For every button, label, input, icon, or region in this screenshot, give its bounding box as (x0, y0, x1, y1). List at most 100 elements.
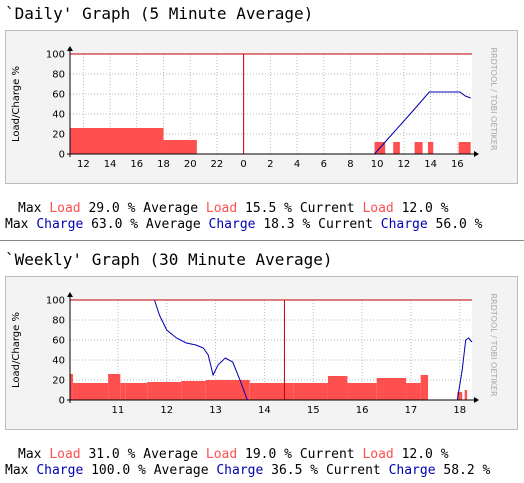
bar (393, 142, 400, 154)
series-name: Load (362, 447, 393, 462)
x-tick-label: 13 (209, 405, 222, 416)
stat-label: Max (18, 447, 42, 462)
x-tick-label: 0 (240, 159, 246, 170)
y-tick-label: 20 (52, 376, 65, 387)
series-name: Charge (209, 217, 256, 232)
stat-label: Max (18, 201, 42, 216)
x-tick-label: 14 (258, 405, 271, 416)
y-arrow (67, 292, 73, 297)
y-tick-label: 100 (46, 50, 65, 61)
bar (464, 390, 468, 400)
bar (249, 383, 294, 400)
bar (70, 374, 73, 400)
series-name: Load (362, 201, 393, 216)
bar (120, 383, 126, 400)
series-name: Load (206, 201, 237, 216)
stat-value: 58.2 % (443, 463, 490, 478)
series-name: Load (206, 447, 237, 462)
stat-label: Average (143, 447, 198, 462)
x-arrow (474, 397, 479, 403)
y-tick-label: 40 (52, 356, 65, 367)
series-name: Charge (216, 463, 263, 478)
x-tick-label: 18 (453, 405, 466, 416)
stat-value: 31.0 % (88, 447, 135, 462)
stat-value: 18.3 % (263, 217, 310, 232)
bar (72, 383, 109, 400)
stat-label: Average (143, 201, 198, 216)
y-tick-label: 40 (52, 110, 65, 121)
stat-label: Current (300, 447, 355, 462)
y-tick-label: 0 (59, 150, 65, 161)
stat-value: 56.0 % (436, 217, 483, 232)
line (374, 91, 471, 155)
x-tick-label: 16 (451, 159, 464, 170)
bar (427, 142, 434, 154)
y-axis-label: Load/Charge % (11, 312, 22, 388)
stat-label: Average (146, 217, 201, 232)
x-tick-label: 16 (130, 159, 143, 170)
stat-value: 100.0 % (91, 463, 146, 478)
y-axis-label: Load/Charge % (11, 66, 22, 142)
stat-label: Current (326, 463, 381, 478)
x-tick-label: 6 (321, 159, 327, 170)
line (154, 299, 473, 401)
stats-row: Max Load 31.0 % Average Load 19.0 % Curr… (18, 447, 449, 462)
chart-title: `Weekly' Graph (30 Minute Average) (5, 250, 333, 269)
bar (147, 382, 182, 400)
x-tick-label: 12 (160, 405, 173, 416)
x-tick-label: 12 (398, 159, 411, 170)
y-tick-label: 80 (52, 316, 65, 327)
stats-row: Max Charge 100.0 % Average Charge 36.5 %… (5, 463, 491, 478)
x-arrow (474, 151, 479, 157)
bar (420, 375, 429, 400)
y-tick-label: 100 (46, 296, 65, 307)
stats-row: Max Load 29.0 % Average Load 15.5 % Curr… (18, 201, 449, 216)
x-tick-label: 16 (356, 405, 369, 416)
x-tick-label: 2 (267, 159, 273, 170)
stat-value: 12.0 % (402, 201, 449, 216)
stat-value: 15.5 % (245, 201, 292, 216)
bar (163, 140, 197, 154)
stat-value: 63.0 % (91, 217, 138, 232)
stat-value: 36.5 % (271, 463, 318, 478)
chart-title: `Daily' Graph (5 Minute Average) (5, 4, 313, 23)
bar (347, 383, 377, 400)
y-arrow (67, 46, 73, 51)
stat-value: 12.0 % (402, 447, 449, 462)
bar (205, 380, 250, 400)
series-name: Charge (381, 217, 428, 232)
x-tick-label: 17 (405, 405, 418, 416)
stat-label: Current (300, 201, 355, 216)
x-tick-label: 14 (104, 159, 117, 170)
x-tick-label: 8 (347, 159, 353, 170)
x-tick-label: 14 (424, 159, 437, 170)
y-tick-label: 60 (52, 90, 65, 101)
bar (125, 383, 148, 400)
x-tick-label: 15 (307, 405, 320, 416)
x-tick-label: 22 (211, 159, 224, 170)
stat-value: 19.0 % (245, 447, 292, 462)
bar (458, 142, 471, 154)
bar (181, 381, 206, 400)
x-tick-label: 20 (184, 159, 197, 170)
bar (327, 376, 348, 400)
stat-value: 29.0 % (88, 201, 135, 216)
x-tick-label: 11 (112, 405, 125, 416)
x-tick-label: 18 (157, 159, 170, 170)
stat-label: Max (5, 217, 29, 232)
bar (293, 383, 328, 400)
bar (457, 392, 463, 400)
bar (376, 378, 407, 400)
bar (414, 142, 423, 154)
series-name: Load (49, 201, 80, 216)
x-tick-label: 10 (371, 159, 384, 170)
series-name: Load (49, 447, 80, 462)
stat-label: Current (318, 217, 373, 232)
y-tick-label: 60 (52, 336, 65, 347)
series-name: Charge (36, 217, 83, 232)
series-name: Charge (389, 463, 436, 478)
stat-label: Max (5, 463, 29, 478)
bar (70, 128, 164, 154)
y-tick-label: 20 (52, 130, 65, 141)
